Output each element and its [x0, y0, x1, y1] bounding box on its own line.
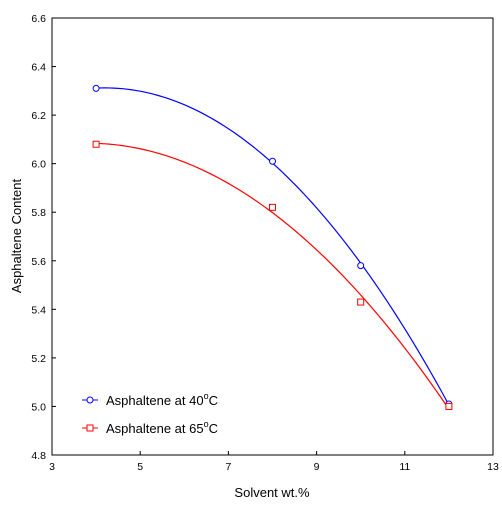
y-tick-label: 5.2	[31, 353, 46, 365]
x-tick-label: 13	[487, 461, 499, 473]
y-tick-label: 5.8	[31, 207, 46, 219]
x-tick-label: 5	[137, 461, 143, 473]
y-axis-title: Asphaltene Content	[9, 179, 24, 294]
y-tick-label: 5.0	[31, 401, 46, 413]
data-point-square	[92, 140, 100, 148]
axis-ticks: 3 5 7 9 11 13 4.8 5.0 5.2 5.4 5.6 5.8 6.0 6.2 6.4 6.6	[31, 13, 499, 473]
y-tick-label: 6.0	[31, 159, 46, 171]
y-tick-label: 5.4	[31, 304, 46, 316]
legend-item-65c: Asphaltene at 65oC	[82, 419, 218, 436]
fitted-curves	[96, 87, 450, 410]
legend-label-65c: Asphaltene at 65oC	[106, 419, 218, 436]
data-point-square	[445, 402, 453, 410]
x-tick-label: 9	[314, 461, 320, 473]
legend-circle-marker-icon	[86, 396, 94, 404]
x-tick-label: 3	[49, 461, 55, 473]
data-point-square	[357, 298, 365, 306]
y-tick-label: 6.2	[31, 110, 46, 122]
x-tick-label: 7	[225, 461, 231, 473]
y-tick-label: 5.6	[31, 256, 46, 268]
plot-frame	[51, 17, 494, 456]
data-markers	[92, 84, 453, 410]
y-tick-label: 4.8	[31, 450, 46, 462]
y-tick-label: 6.6	[31, 13, 46, 25]
series-curve-0	[96, 87, 450, 406]
legend-label-40c: Asphaltene at 40oC	[106, 391, 218, 408]
x-axis-title: Solvent wt.%	[234, 485, 310, 500]
legend-square-marker-icon	[86, 424, 94, 432]
data-point-circle	[357, 262, 365, 270]
series-curve-1	[96, 142, 450, 410]
y-tick-label: 6.4	[31, 62, 46, 74]
data-point-circle	[269, 157, 276, 165]
data-point-square	[269, 203, 276, 211]
x-tick-label: 11	[399, 461, 410, 473]
data-point-circle	[92, 84, 100, 92]
legend: Asphaltene at 40oC Asphaltene at 65oC	[82, 391, 218, 436]
legend-item-40c: Asphaltene at 40oC	[82, 391, 218, 408]
